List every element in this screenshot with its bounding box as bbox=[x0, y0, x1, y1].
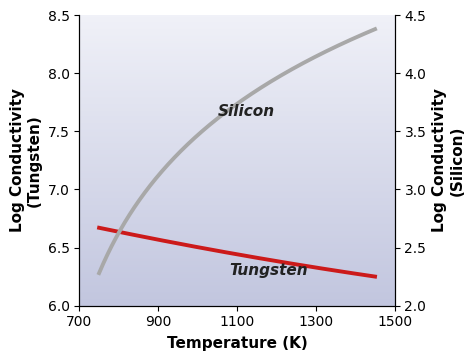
Y-axis label: Log Conductivity
(Tungsten): Log Conductivity (Tungsten) bbox=[10, 88, 42, 232]
Text: Silicon: Silicon bbox=[218, 104, 274, 119]
X-axis label: Temperature (K): Temperature (K) bbox=[167, 336, 308, 351]
Y-axis label: Log Conductivity
(Silicon): Log Conductivity (Silicon) bbox=[432, 88, 464, 232]
Text: Tungsten: Tungsten bbox=[229, 263, 308, 278]
